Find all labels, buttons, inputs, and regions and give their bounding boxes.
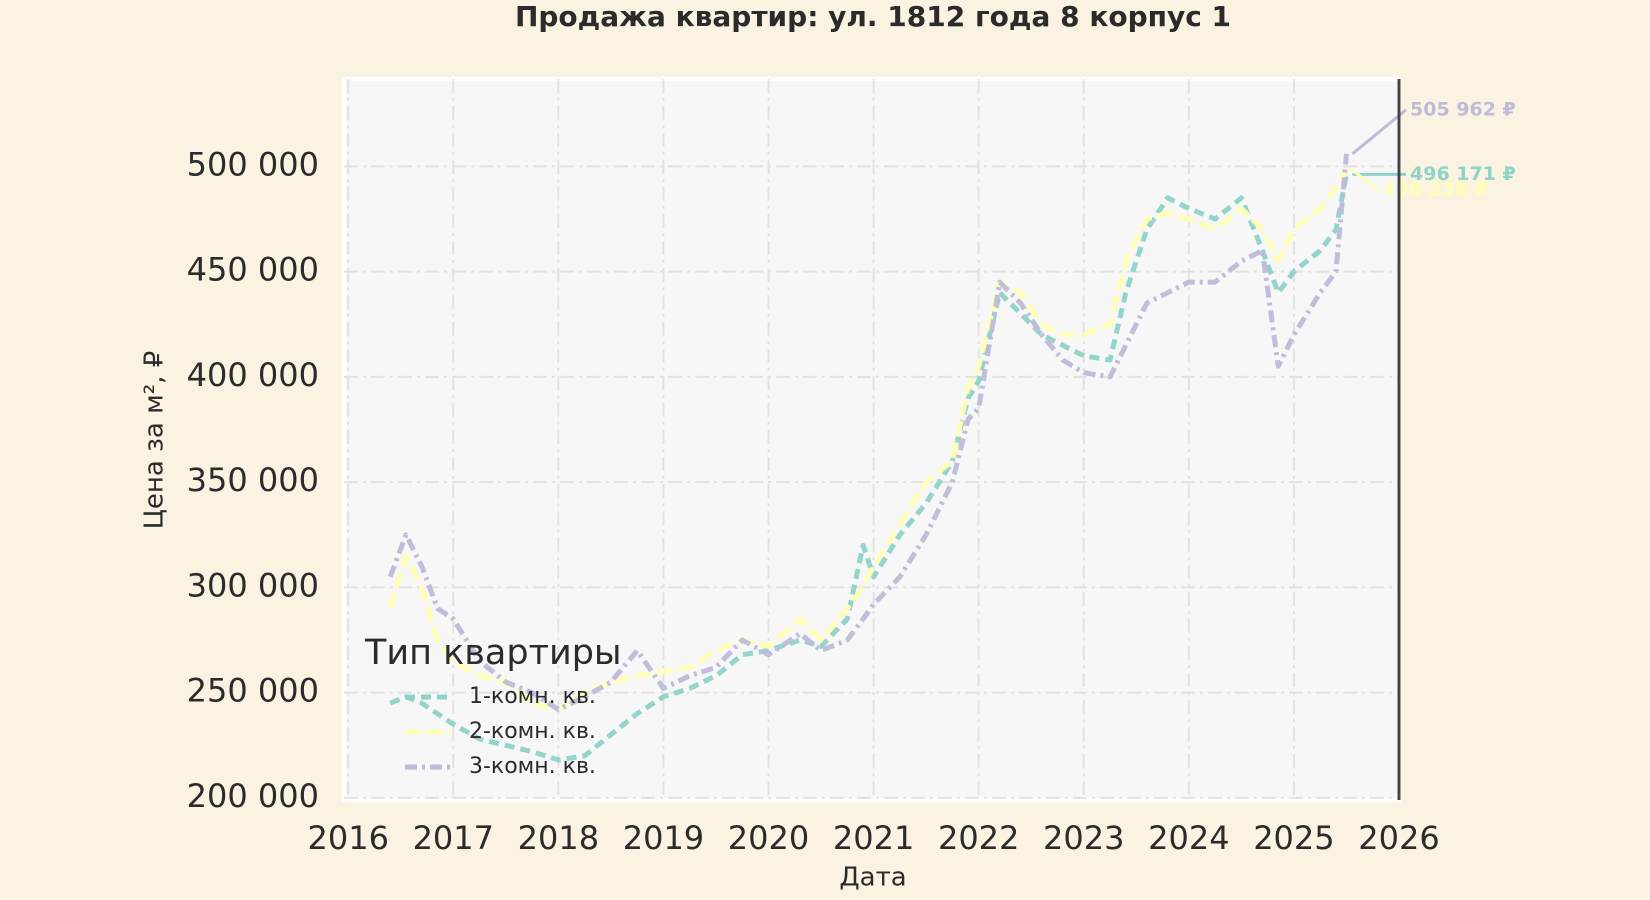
x-tick-label: 2021 <box>833 819 914 857</box>
legend-label: 2-комн. кв. <box>469 719 596 744</box>
x-tick-label: 2022 <box>938 819 1019 857</box>
series-line <box>387 168 1349 712</box>
x-tick-label: 2017 <box>413 819 494 857</box>
end-label: 505 962 ₽ <box>1410 98 1516 120</box>
y-tick-label: 250 000 <box>187 672 319 710</box>
y-tick-label: 200 000 <box>187 777 319 815</box>
y-tick-label: 350 000 <box>187 461 319 499</box>
end-label-arrow <box>1351 108 1407 155</box>
x-tick-label: 2020 <box>728 819 809 857</box>
y-tick-label: 500 000 <box>187 145 319 183</box>
y-tick-label: 300 000 <box>187 566 319 604</box>
legend-title: Тип квартиры <box>364 633 622 673</box>
chart-title: Продажа квартир: ул. 1812 года 8 корпус … <box>515 0 1231 33</box>
legend: Тип квартиры 1-комн. кв. 2-комн. кв. 3-ком… <box>364 633 622 779</box>
series-line <box>387 153 1349 712</box>
y-tick-label: 450 000 <box>187 251 319 289</box>
y-tick-label: 400 000 <box>187 356 319 394</box>
x-tick-label: 2016 <box>307 819 388 857</box>
end-label: 498 238 ₽ <box>1382 179 1488 201</box>
x-tick-label: 2026 <box>1358 819 1439 857</box>
end-label: 496 171 ₽ <box>1410 163 1516 185</box>
x-tick-label: 2018 <box>518 819 599 857</box>
legend-label: 3-комн. кв. <box>469 754 596 779</box>
x-tick-label: 2019 <box>623 819 704 857</box>
legend-label: 1-комн. кв. <box>469 684 596 709</box>
lines: 496 171 ₽498 238 ₽ 505 962 ₽ <box>387 98 1516 763</box>
x-tick-label: 2024 <box>1148 819 1229 857</box>
plot-area <box>342 77 1401 802</box>
x-tick-label: 2023 <box>1043 819 1124 857</box>
x-tick-label: 2025 <box>1253 819 1334 857</box>
end-label-arrow <box>1351 168 1379 192</box>
x-axis-label: Дата <box>839 863 906 893</box>
y-axis-label: Цена за м², ₽ <box>140 351 170 530</box>
series-line <box>389 173 1349 763</box>
